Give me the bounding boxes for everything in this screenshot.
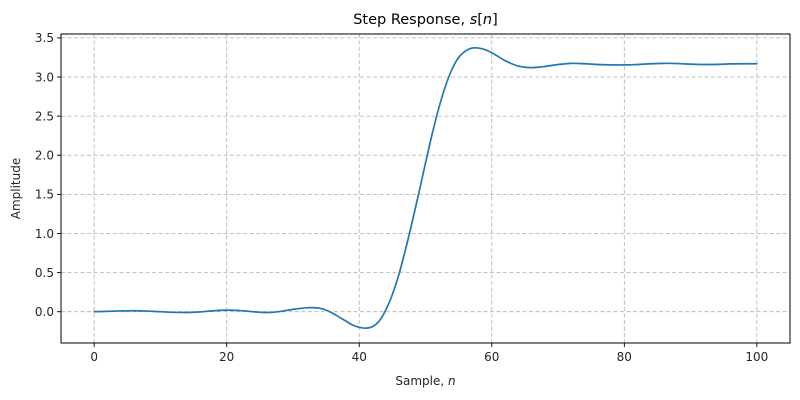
grid-lines xyxy=(61,34,790,343)
x-tick-label: 20 xyxy=(219,350,234,364)
x-tick-label: 60 xyxy=(484,350,499,364)
tick-marks xyxy=(57,37,758,347)
y-tick-label: 3.5 xyxy=(35,31,54,45)
x-tick-labels: 0 20 40 60 80 100 xyxy=(90,350,768,364)
series-layer xyxy=(93,46,758,330)
y-tick-label: 2.0 xyxy=(35,149,54,163)
x-axis-label: Sample, n xyxy=(395,374,455,388)
y-axis-label: Amplitude xyxy=(9,158,23,220)
x-tick-label: 80 xyxy=(617,350,632,364)
y-tick-label: 0.0 xyxy=(35,305,54,319)
axes-frame xyxy=(60,33,791,344)
y-tick-label: 3.0 xyxy=(35,70,54,84)
y-tick-label: 1.0 xyxy=(35,227,54,241)
y-tick-label: 1.5 xyxy=(35,188,54,202)
x-tick-label: 100 xyxy=(745,350,768,364)
x-tick-label: 0 xyxy=(90,350,98,364)
y-tick-labels: 0.0 0.5 1.0 1.5 2.0 2.5 3.0 3.5 xyxy=(35,31,54,319)
step-response-line xyxy=(93,46,758,330)
x-tick-label: 40 xyxy=(352,350,367,364)
chart-title: Step Response, s[n] xyxy=(353,12,498,28)
y-tick-label: 2.5 xyxy=(35,109,54,123)
y-tick-label: 0.5 xyxy=(35,266,54,280)
